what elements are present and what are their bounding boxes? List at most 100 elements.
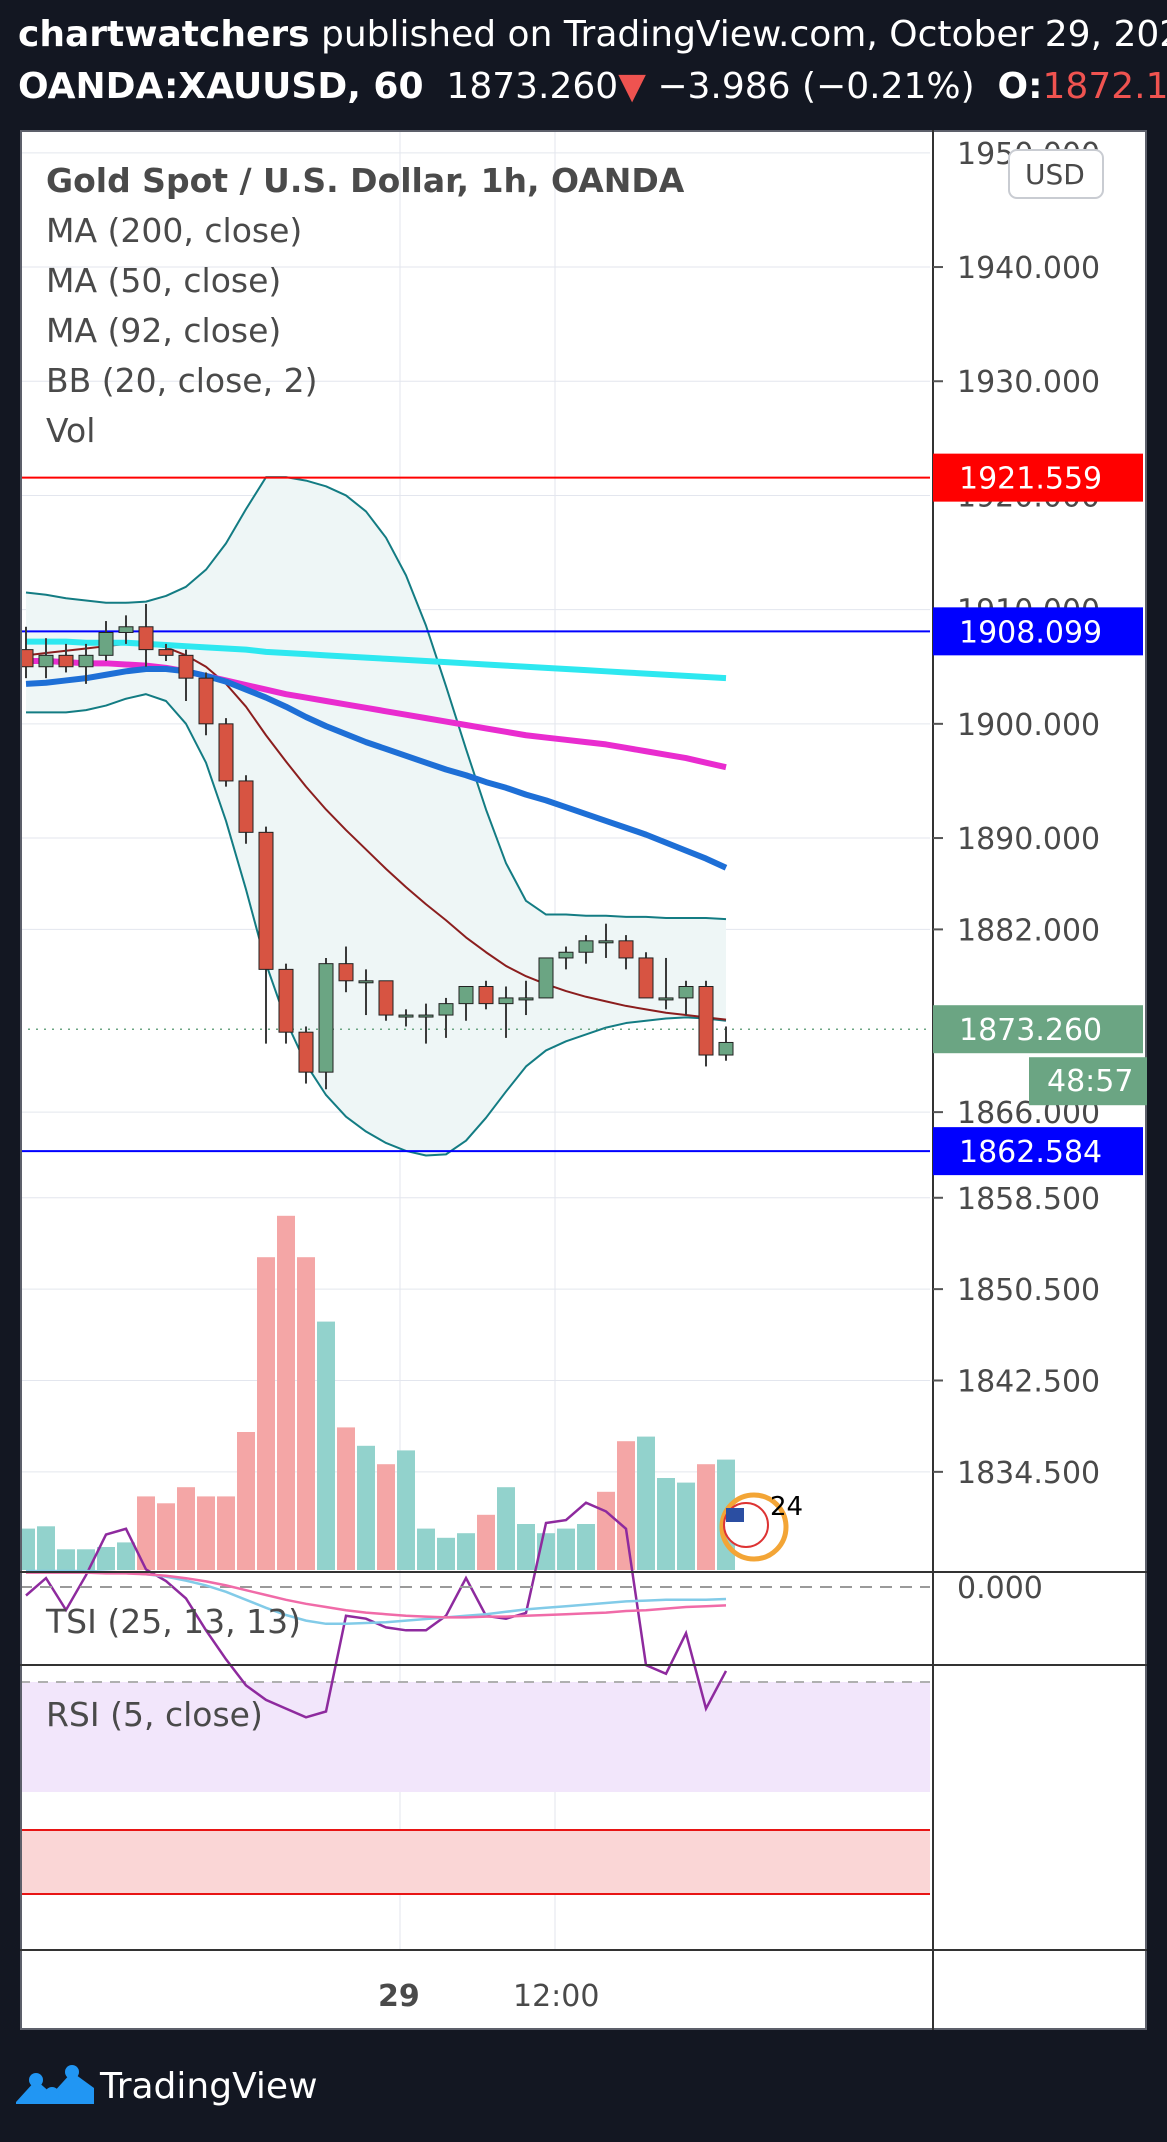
rsi-upper-band bbox=[20, 1682, 930, 1792]
time-axis: 29 12:00 bbox=[378, 1979, 599, 2014]
candle-body bbox=[278, 968, 294, 1033]
level-price-label: 1908.099 bbox=[959, 615, 1102, 650]
volume-bar bbox=[317, 1321, 335, 1570]
candle-body bbox=[518, 997, 534, 1001]
candle-body bbox=[338, 963, 354, 982]
volume-bar bbox=[597, 1491, 615, 1570]
legend-title: Gold Spot / U.S. Dollar, 1h, OANDA bbox=[46, 161, 685, 200]
volume-bar bbox=[477, 1514, 495, 1570]
candle-body bbox=[538, 957, 554, 999]
price-levels bbox=[20, 476, 930, 1153]
volume-bar bbox=[337, 1427, 355, 1570]
candle-body bbox=[78, 654, 94, 668]
tsi-label: TSI (25, 13, 13) bbox=[45, 1602, 301, 1641]
price-label: 1900.000 bbox=[957, 708, 1100, 743]
price-label: 1882.000 bbox=[957, 913, 1100, 948]
last-price-label: 1873.260 bbox=[959, 1013, 1102, 1048]
chart-canvas[interactable]: 24 1940.0001930.0001920.0001910.0001900.… bbox=[20, 130, 1147, 2030]
legend-item: MA (200, close) bbox=[46, 211, 302, 250]
volume-bar bbox=[497, 1487, 515, 1570]
candle-body bbox=[318, 963, 334, 1073]
candle-body bbox=[718, 1041, 734, 1056]
price-label: 1890.000 bbox=[957, 822, 1100, 857]
volume-bar bbox=[137, 1496, 155, 1570]
event-ring bbox=[719, 1492, 789, 1562]
tradingview-logo-icon[interactable] bbox=[14, 2064, 96, 2108]
candle-body bbox=[20, 649, 34, 668]
published-text: published on TradingView.com, October 29… bbox=[321, 14, 1167, 55]
down-arrow-icon: ▼ bbox=[618, 66, 646, 107]
volume-bar bbox=[177, 1487, 195, 1570]
volume-bar bbox=[397, 1450, 415, 1570]
candle-body bbox=[658, 997, 674, 1001]
candle-body bbox=[218, 723, 234, 782]
candle-body bbox=[558, 951, 574, 959]
candle-body bbox=[138, 626, 154, 651]
chart-legend: Gold Spot / U.S. Dollar, 1h, OANDA MA (20… bbox=[45, 161, 685, 1734]
legend-item: BB (20, close, 2) bbox=[46, 361, 317, 400]
price-axis: 1940.0001930.0001920.0001910.0001900.000… bbox=[933, 137, 1147, 1606]
volume-bar bbox=[577, 1524, 595, 1570]
volume-bar bbox=[297, 1257, 315, 1570]
candle-body bbox=[258, 831, 274, 970]
volume-bar bbox=[417, 1528, 435, 1570]
candle-body bbox=[418, 1014, 434, 1018]
countdown-tag bbox=[1029, 1057, 1147, 1106]
volume-bar bbox=[117, 1542, 135, 1570]
level-price-tag bbox=[933, 1127, 1143, 1176]
ma50-line bbox=[26, 658, 727, 771]
us-flag-canton bbox=[726, 1508, 744, 1522]
candle-body bbox=[98, 631, 114, 656]
volume-bar bbox=[697, 1464, 715, 1570]
indicator-panes: 24 bbox=[20, 1492, 930, 1895]
volume-bar bbox=[677, 1482, 695, 1570]
rsi-label: RSI (5, close) bbox=[46, 1695, 263, 1734]
candle-body bbox=[698, 986, 714, 1056]
price-change: −3.986 (−0.21%) bbox=[657, 66, 975, 107]
volume-bar bbox=[637, 1436, 655, 1570]
candlesticks bbox=[20, 603, 734, 1090]
footer: TradingView bbox=[0, 2030, 1167, 2142]
currency-badge bbox=[1008, 149, 1104, 199]
price-label: 1858.500 bbox=[957, 1182, 1100, 1217]
candle-body bbox=[118, 626, 134, 633]
volume-bar bbox=[57, 1549, 75, 1570]
pane-frames bbox=[20, 130, 1147, 2030]
price-label: 1834.500 bbox=[957, 1456, 1100, 1491]
price-label: 1842.500 bbox=[957, 1364, 1100, 1399]
tradingview-brand[interactable]: TradingView bbox=[100, 2066, 318, 2107]
candle-body bbox=[378, 980, 394, 1016]
level-price-tag bbox=[933, 453, 1143, 502]
level-price-tag bbox=[933, 607, 1143, 656]
ma92-line bbox=[25, 666, 728, 871]
volume-bar bbox=[277, 1215, 295, 1570]
price-label: 1930.000 bbox=[957, 365, 1100, 400]
candle-body bbox=[438, 1003, 454, 1016]
candle-body bbox=[298, 1031, 314, 1073]
candle-body bbox=[618, 940, 634, 959]
candle-body bbox=[498, 997, 514, 1005]
volume-bar bbox=[20, 1528, 35, 1570]
candle-body bbox=[638, 957, 654, 999]
volume-bar bbox=[97, 1547, 115, 1570]
candle-body bbox=[398, 1014, 414, 1018]
event-badge-text: 24 bbox=[770, 1492, 803, 1522]
open-label: O: bbox=[997, 66, 1043, 107]
publish-line: chartwatchers published on TradingView.c… bbox=[18, 14, 1167, 55]
symbol-name: OANDA:XAUUSD, 60 bbox=[18, 66, 424, 107]
open-value: 1872.127 bbox=[1042, 66, 1167, 107]
volume-bar bbox=[377, 1464, 395, 1570]
rsi-lower-band bbox=[20, 1830, 930, 1894]
author-name[interactable]: chartwatchers bbox=[18, 14, 310, 55]
tsi-signal-line bbox=[26, 1571, 727, 1619]
volume-bar bbox=[657, 1478, 675, 1570]
price-label: 1850.500 bbox=[957, 1273, 1100, 1308]
candle-body bbox=[38, 654, 54, 668]
legend-item: MA (92, close) bbox=[46, 311, 281, 350]
tsi-zero-label: 0.000 bbox=[957, 1571, 1043, 1606]
last-price-text: 1873.260 bbox=[446, 66, 619, 107]
volume-bar bbox=[517, 1524, 535, 1570]
volume-bars bbox=[20, 1215, 735, 1570]
bollinger-lower-line bbox=[26, 693, 727, 1157]
legend-item: MA (50, close) bbox=[46, 261, 281, 300]
